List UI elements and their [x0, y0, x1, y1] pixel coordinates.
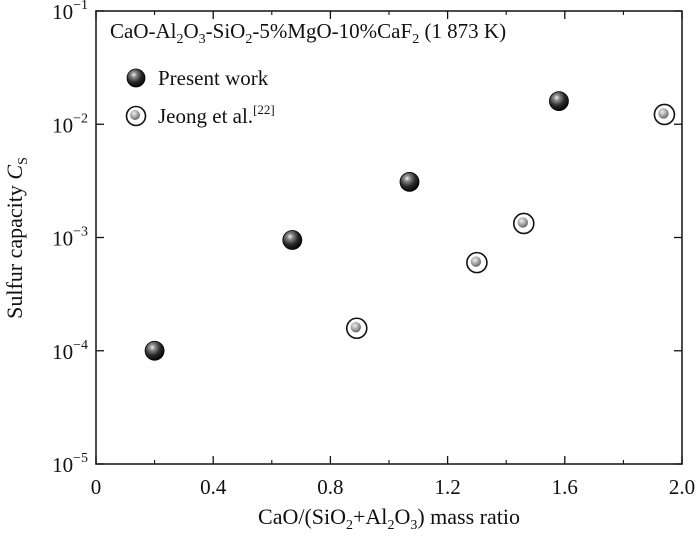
point-jeong-3 — [653, 103, 676, 126]
x-tick-label: 1.6 — [552, 475, 578, 499]
y-tick-label: 10−1 — [52, 0, 88, 24]
y-tick-label: 10−3 — [52, 225, 88, 251]
y-tick-label: 10−4 — [52, 338, 88, 364]
chart-title: CaO-Al2O3-SiO2-5%MgO-10%CaF2 (1 873 K) — [110, 19, 506, 47]
point-jeong-dot — [517, 217, 528, 228]
point-present-work-3 — [549, 91, 569, 112]
legend-label-present-work: Present work — [158, 66, 269, 90]
point-jeong-1 — [466, 251, 488, 274]
x-tick-label: 0.8 — [317, 475, 343, 499]
x-tick-label: 0 — [91, 475, 102, 499]
x-tick-label: 0.4 — [200, 475, 227, 499]
point-jeong-dot — [350, 322, 361, 333]
y-tick-label: 10−2 — [52, 111, 88, 137]
point-jeong-2 — [512, 212, 535, 235]
legend-label-jeong: Jeong et al.[22] — [158, 102, 275, 128]
y-tick-labels: 10−5 10−4 10−3 10−2 10−1 — [52, 0, 88, 477]
point-jeong-dot — [470, 256, 482, 267]
x-axis-label: CaO/(SiO2+Al2O3) mass ratio — [258, 504, 520, 533]
x-tick-label: 1.2 — [434, 475, 460, 499]
point-jeong-dot — [658, 108, 669, 119]
legend-item-present-work: Present work — [126, 66, 269, 90]
axis-ticks — [95, 10, 683, 465]
legend-item-jeong: Jeong et al.[22] — [125, 102, 275, 128]
x-tick-labels: 0 0.4 0.8 1.2 1.6 2.0 — [91, 475, 695, 499]
point-present-work-0 — [144, 340, 165, 361]
point-jeong-0 — [345, 317, 368, 340]
x-tick-label: 2.0 — [669, 475, 695, 499]
y-axis-label: Sulfur capacity CS — [2, 157, 31, 319]
point-present-work-2 — [399, 171, 420, 192]
legend-marker-jeong-dot — [130, 110, 140, 120]
y-tick-label: 10−5 — [52, 451, 88, 477]
legend: Present work Jeong et al.[22] — [125, 66, 275, 128]
legend-marker-present-work — [126, 68, 146, 88]
point-present-work-1 — [282, 230, 303, 250]
data-points — [144, 91, 676, 361]
